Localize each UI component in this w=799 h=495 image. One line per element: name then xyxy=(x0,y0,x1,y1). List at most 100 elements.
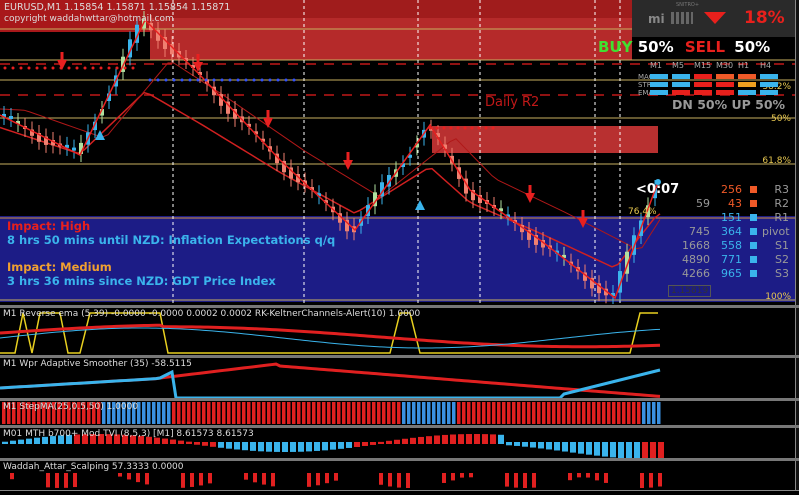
stepma-bar xyxy=(297,402,301,424)
stop-dot xyxy=(212,78,216,82)
sell-arrow-icon xyxy=(57,52,67,70)
stepma-bar xyxy=(657,402,661,424)
tvi-plot xyxy=(2,434,664,458)
tvi-bar xyxy=(442,434,448,444)
row-label: MACD xyxy=(638,73,659,81)
indicator-wpr[interactable]: M1 Wpr Adaptive Smoother (35) -58.5115 xyxy=(0,358,795,398)
candle xyxy=(16,120,20,124)
indicator-stepma[interactable]: M1 StepMA(25,0.5,50) 1.0000 xyxy=(0,401,795,425)
waddah-bar xyxy=(127,473,131,480)
candle xyxy=(562,254,566,258)
waddah-plot xyxy=(10,473,662,488)
stepma-bar xyxy=(2,402,6,424)
pivot-dist-a: 1668 xyxy=(682,239,710,252)
stepma-bar xyxy=(282,402,286,424)
waddah-bar xyxy=(514,473,518,488)
candle xyxy=(275,153,279,164)
stepma-bar xyxy=(507,402,511,424)
tvi-bar xyxy=(378,441,384,444)
stepma-bar xyxy=(12,402,16,424)
indicator-waddah[interactable]: Waddah_Attar_Scalping 57.3333 0.0000 xyxy=(0,461,795,490)
waddah-bar xyxy=(658,473,662,487)
buy-sell-line: BUY 50% SELL 50% xyxy=(598,38,770,56)
candle xyxy=(646,205,650,218)
candle xyxy=(527,230,531,240)
pivot-dist-a: 59 xyxy=(696,197,710,210)
tvi-bar xyxy=(386,440,392,444)
tvi-bar xyxy=(594,442,600,456)
stepma-bar xyxy=(82,402,86,424)
indicator-reverse-ema[interactable]: M1 Reverse ema (5,39) -0.0000 -0.0000 0.… xyxy=(0,308,795,355)
sell-pct: 50% xyxy=(734,38,771,56)
candle xyxy=(79,142,83,154)
tvi-bar xyxy=(314,442,320,451)
stepma-bar xyxy=(217,402,221,424)
stop-dot xyxy=(491,126,495,130)
panel-separator[interactable] xyxy=(0,305,799,308)
stepma-bar xyxy=(232,402,236,424)
stepma-bar xyxy=(67,402,71,424)
supply-zone-top xyxy=(150,0,632,18)
candle xyxy=(233,109,237,119)
timeframe-matrix: M1 M5 M15 M30 H1 H4 MACD STR EMA xyxy=(638,61,790,100)
stop-dot xyxy=(131,66,135,70)
indicator-tvi[interactable]: M01 MTH b700+ Mod TVI (8,5,3) [M1] 8.615… xyxy=(0,428,795,458)
time-axis[interactable] xyxy=(0,490,799,495)
tvi-bar xyxy=(274,442,280,452)
stepma-bar xyxy=(552,402,556,424)
panel-separator[interactable] xyxy=(0,425,799,428)
tvi-bar xyxy=(658,442,664,458)
price-axis[interactable] xyxy=(795,0,799,495)
news-item-1: 8 hrs 50 mins until NZD: Inflation Expec… xyxy=(7,233,336,247)
stepma-bar xyxy=(212,402,216,424)
indicator-label: Waddah_Attar_Scalping 57.3333 0.0000 xyxy=(3,462,184,472)
reverse-ema-line xyxy=(0,323,661,349)
indicator-label: M1 Reverse ema (5,39) -0.0000 -0.0000 0.… xyxy=(3,309,421,319)
panel-separator[interactable] xyxy=(0,458,799,461)
main-price-chart[interactable]: EURUSD,M1 1.15854 1.15871 1.15854 1.1587… xyxy=(0,0,795,305)
tf-label: M5 xyxy=(672,61,684,70)
stepma-bar xyxy=(182,402,186,424)
stepma-bar xyxy=(422,402,426,424)
tvi-bar xyxy=(570,442,576,453)
signal-cell xyxy=(738,82,756,87)
pivot-marker xyxy=(750,200,757,207)
signal-cell xyxy=(672,82,690,87)
stepma-bar xyxy=(167,402,171,424)
tvi-bar xyxy=(98,434,104,444)
candle xyxy=(534,235,538,245)
tvi-bar xyxy=(10,440,16,444)
stepma-bar xyxy=(287,402,291,424)
stop-dot xyxy=(484,126,488,130)
stop-dot xyxy=(35,66,39,70)
signal-cell xyxy=(650,90,668,95)
signal-cell xyxy=(716,82,734,87)
stepma-bar xyxy=(117,402,121,424)
stepma-bar xyxy=(322,402,326,424)
stepma-bar xyxy=(202,402,206,424)
waddah-bar xyxy=(181,473,185,488)
stepma-bar xyxy=(612,402,616,424)
stepma-bar xyxy=(412,402,416,424)
pivot-name: S1 xyxy=(775,239,789,252)
stepma-bar xyxy=(492,402,496,424)
tvi-bar xyxy=(202,442,208,446)
pivot-marker xyxy=(750,228,757,235)
daily-r2-label: Daily R2 xyxy=(485,95,540,110)
waddah-bar xyxy=(460,473,464,478)
waddah-bar xyxy=(46,473,50,488)
fib-38: 38.2% xyxy=(762,82,791,92)
stepma-bar xyxy=(372,402,376,424)
panel-separator[interactable] xyxy=(0,355,799,358)
stepma-bar xyxy=(362,402,366,424)
tvi-bar xyxy=(306,442,312,452)
stop-dot xyxy=(463,126,467,130)
stepma-bar xyxy=(97,402,101,424)
panel-separator[interactable] xyxy=(0,398,799,401)
waddah-bar xyxy=(199,473,203,486)
tvi-bar xyxy=(434,435,440,444)
candle xyxy=(373,192,377,207)
stop-dot xyxy=(284,78,288,82)
candle xyxy=(107,93,111,101)
stepma-bar xyxy=(577,402,581,424)
